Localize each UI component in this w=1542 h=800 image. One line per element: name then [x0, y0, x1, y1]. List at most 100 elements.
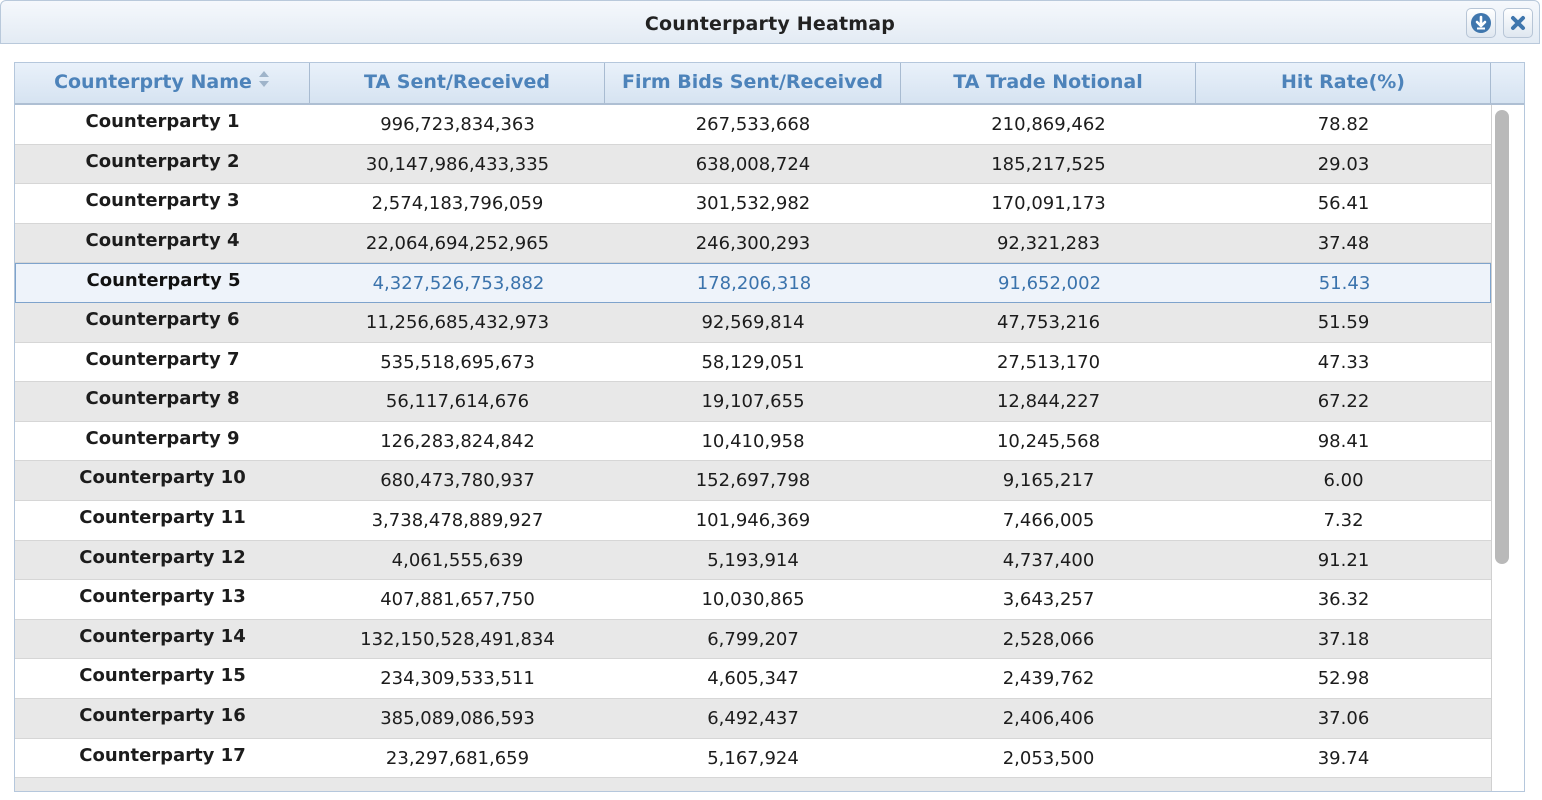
cell-firm-bids-sent-received: 10,410,958	[701, 430, 805, 452]
table-row-selected[interactable]: Counterparty 5 4,327,526,753,882 178,206,3…	[15, 263, 1491, 303]
cell-firm-bids-sent-received: 246,300,293	[695, 232, 811, 254]
cell-ta-sent-received: 30,147,986,433,335	[365, 153, 550, 175]
cell-ta-sent-received: 126,283,824,842	[380, 430, 535, 452]
table-row[interactable]: Counterparty 6 11,256,685,432,973 92,569,8…	[15, 303, 1491, 343]
column-header-ta-trade-notional[interactable]: TA Trade Notional	[901, 63, 1196, 103]
cell-ta-trade-notional: 2,528,066	[1002, 628, 1095, 650]
cell-hit-rate: 67.22	[1317, 391, 1370, 413]
table-row[interactable]: Counterparty 15 234,309,533,511 4,605,347 2…	[15, 659, 1491, 699]
cell-ta-trade-notional: 91,652,002	[997, 273, 1102, 295]
close-x-icon	[1508, 13, 1528, 33]
cell-firm-bids-sent-received: 178,206,318	[696, 273, 812, 295]
window-title: Counterparty Heatmap	[644, 13, 896, 35]
cell-ta-trade-notional: 210,869,462	[991, 114, 1106, 135]
table-row[interactable]: Counterparty 4 22,064,694,252,965 246,300,…	[15, 223, 1491, 264]
vertical-scrollbar[interactable]	[1491, 105, 1524, 791]
table-row[interactable]: Counterparty 8 56,117,614,676 19,107,655 12…	[15, 382, 1491, 422]
cell-ta-sent-received: 385,089,086,593	[380, 708, 535, 729]
column-header-ta-sent-received[interactable]: TA Sent/Received	[310, 63, 605, 103]
cell-firm-bids-sent-received: 10,030,865	[701, 589, 805, 611]
cell-ta-sent-received: 11,256,685,432,973	[365, 312, 550, 333]
sort-arrows-icon[interactable]	[258, 63, 270, 101]
cell-counterparty-name: Counterparty 3	[85, 190, 240, 212]
cell-firm-bids-sent-received: 638,008,724	[695, 153, 811, 175]
table-row[interactable]: Counterparty 14 132,150,528,491,834 6,799,…	[15, 619, 1491, 660]
column-header-counterparty-name[interactable]: Counterprty Name	[15, 63, 310, 103]
cell-hit-rate: 29.03	[1317, 153, 1370, 175]
cell-counterparty-name: Counterparty 12	[79, 546, 246, 568]
cell-hit-rate: 91.21	[1317, 549, 1370, 571]
cell-counterparty-name: Counterparty 9	[85, 427, 240, 449]
cell-ta-trade-notional: 9,165,217	[1002, 470, 1095, 492]
cell-counterparty-name: Counterparty 13	[79, 586, 246, 608]
cell-counterparty-name: Counterparty 1	[85, 111, 240, 132]
table-row[interactable]: Counterparty 17 23,297,681,659 5,167,924 2,…	[15, 738, 1491, 779]
cell-counterparty-name: Counterparty 11	[79, 507, 246, 528]
cell-ta-trade-notional: 2,439,762	[1002, 668, 1095, 690]
cell-hit-rate: 52.98	[1317, 668, 1370, 690]
table-row-partial[interactable]	[15, 778, 1491, 791]
table-body[interactable]: Counterparty 1 996,723,834,363 267,533,668…	[15, 105, 1491, 791]
column-header-label: TA Trade Notional	[953, 71, 1143, 93]
column-header-hit-rate[interactable]: Hit Rate(%)	[1196, 63, 1491, 103]
table-row[interactable]: Counterparty 10 680,473,780,937 152,697,79…	[15, 461, 1491, 501]
cell-counterparty-name: Counterparty 8	[85, 388, 240, 410]
cell-ta-sent-received: 56,117,614,676	[385, 391, 530, 413]
table-row[interactable]: Counterparty 9 126,283,824,842 10,410,958 1…	[15, 421, 1491, 462]
cell-ta-sent-received: 407,881,657,750	[380, 589, 535, 611]
cell-ta-sent-received: 234,309,533,511	[380, 668, 535, 690]
cell-hit-rate: 51.59	[1317, 312, 1370, 333]
cell-hit-rate: 56.41	[1317, 193, 1370, 215]
table-row[interactable]: Counterparty 2 30,147,986,433,335 638,008,…	[15, 144, 1491, 185]
scrollbar-thumb[interactable]	[1495, 110, 1509, 564]
cell-firm-bids-sent-received: 152,697,798	[695, 470, 811, 492]
table-row[interactable]: Counterparty 3 2,574,183,796,059 301,532,9…	[15, 184, 1491, 224]
cell-ta-trade-notional: 2,053,500	[1002, 747, 1095, 769]
cell-ta-trade-notional: 92,321,283	[996, 232, 1101, 254]
cell-counterparty-name: Counterparty 6	[85, 309, 240, 330]
cell-hit-rate: 6.00	[1323, 470, 1364, 492]
cell-hit-rate: 37.48	[1317, 232, 1370, 254]
cell-ta-sent-received: 4,327,526,753,882	[372, 273, 545, 295]
cell-ta-sent-received: 2,574,183,796,059	[371, 193, 544, 215]
table-row[interactable]: Counterparty 1 996,723,834,363 267,533,668…	[15, 105, 1491, 145]
cell-firm-bids-sent-received: 19,107,655	[701, 391, 805, 413]
cell-ta-sent-received: 132,150,528,491,834	[360, 628, 555, 650]
column-header-label: Counterprty Name	[54, 71, 252, 93]
cell-hit-rate: 78.82	[1317, 114, 1370, 135]
cell-firm-bids-sent-received: 92,569,814	[701, 312, 805, 333]
cell-firm-bids-sent-received: 101,946,369	[695, 510, 811, 531]
cell-ta-sent-received: 996,723,834,363	[380, 114, 535, 135]
table-row[interactable]: Counterparty 7 535,518,695,673 58,129,051 2…	[15, 342, 1491, 383]
cell-counterparty-name: Counterparty 14	[79, 625, 246, 647]
cell-hit-rate: 39.74	[1317, 747, 1370, 769]
cell-ta-trade-notional: 170,091,173	[991, 193, 1106, 215]
cell-firm-bids-sent-received: 58,129,051	[701, 351, 805, 373]
cell-hit-rate: 37.18	[1317, 628, 1370, 650]
cell-hit-rate: 51.43	[1318, 273, 1371, 295]
cell-ta-trade-notional: 7,466,005	[1002, 510, 1095, 531]
cell-ta-trade-notional: 4,737,400	[1002, 549, 1095, 571]
cell-ta-sent-received: 3,738,478,889,927	[371, 510, 544, 531]
cell-counterparty-name: Counterparty 10	[79, 467, 246, 489]
cell-hit-rate: 7.32	[1323, 510, 1364, 531]
table-header: Counterprty Name TA Sent/Received Firm Bid…	[15, 63, 1524, 105]
table-row[interactable]: Counterparty 11 3,738,478,889,927 101,946,…	[15, 501, 1491, 541]
cell-firm-bids-sent-received: 5,193,914	[707, 549, 799, 571]
cell-firm-bids-sent-received: 6,492,437	[707, 708, 799, 729]
cell-hit-rate: 98.41	[1317, 430, 1370, 452]
cell-ta-trade-notional: 47,753,216	[996, 312, 1101, 333]
cell-ta-trade-notional: 2,406,406	[1002, 708, 1095, 729]
cell-counterparty-name: Counterparty 17	[79, 744, 246, 766]
column-header-label: TA Sent/Received	[364, 71, 550, 93]
close-button[interactable]	[1503, 8, 1533, 38]
table-row[interactable]: Counterparty 16 385,089,086,593 6,492,437 2…	[15, 699, 1491, 739]
table-row[interactable]: Counterparty 12 4,061,555,639 5,193,914 4,7…	[15, 540, 1491, 581]
download-circle-icon	[1470, 12, 1492, 34]
cell-ta-trade-notional: 12,844,227	[996, 391, 1101, 413]
download-button[interactable]	[1466, 8, 1496, 38]
title-bar: Counterparty Heatmap	[0, 0, 1540, 44]
column-header-firm-bids-sent-received[interactable]: Firm Bids Sent/Received	[605, 63, 901, 103]
table-row[interactable]: Counterparty 13 407,881,657,750 10,030,865…	[15, 580, 1491, 620]
cell-hit-rate: 47.33	[1317, 351, 1370, 373]
